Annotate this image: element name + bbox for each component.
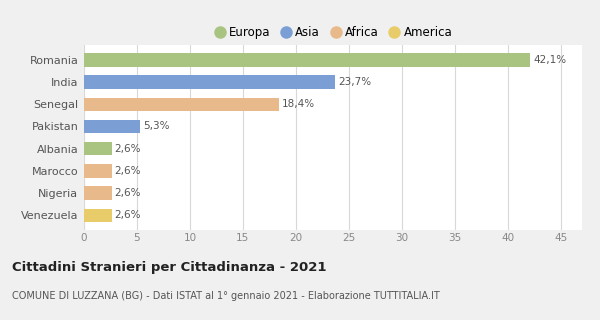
Text: Cittadini Stranieri per Cittadinanza - 2021: Cittadini Stranieri per Cittadinanza - 2… bbox=[12, 261, 326, 274]
Bar bbox=[84, 120, 140, 133]
Bar bbox=[84, 209, 112, 222]
Bar bbox=[84, 98, 279, 111]
Text: COMUNE DI LUZZANA (BG) - Dati ISTAT al 1° gennaio 2021 - Elaborazione TUTTITALIA: COMUNE DI LUZZANA (BG) - Dati ISTAT al 1… bbox=[12, 291, 440, 301]
Bar bbox=[84, 164, 112, 178]
Text: 2,6%: 2,6% bbox=[115, 144, 141, 154]
Bar bbox=[84, 53, 530, 67]
Bar bbox=[84, 76, 335, 89]
Text: 18,4%: 18,4% bbox=[282, 99, 315, 109]
Text: 23,7%: 23,7% bbox=[338, 77, 371, 87]
Text: 2,6%: 2,6% bbox=[115, 166, 141, 176]
Text: 42,1%: 42,1% bbox=[533, 55, 566, 65]
Bar bbox=[84, 142, 112, 156]
Bar bbox=[84, 187, 112, 200]
Legend: Europa, Asia, Africa, America: Europa, Asia, Africa, America bbox=[209, 21, 457, 44]
Text: 5,3%: 5,3% bbox=[143, 122, 170, 132]
Text: 2,6%: 2,6% bbox=[115, 188, 141, 198]
Text: 2,6%: 2,6% bbox=[115, 210, 141, 220]
